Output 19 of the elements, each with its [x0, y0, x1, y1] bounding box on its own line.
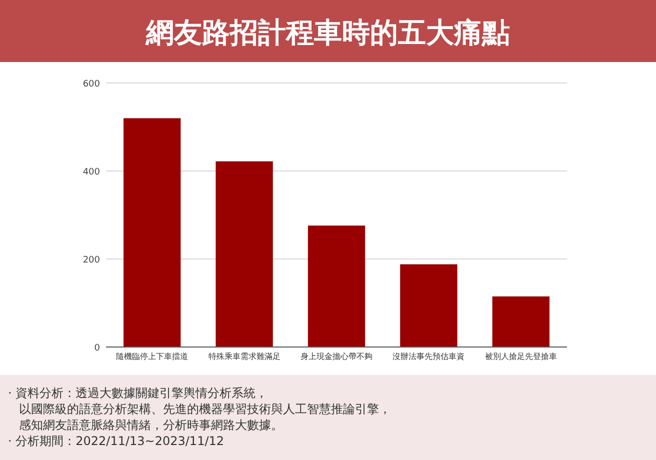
x-tick-label: 特殊乘車需求難滿足 [208, 352, 280, 361]
bar [308, 226, 366, 347]
x-tick-label: 隨機臨停上下車擋道 [116, 352, 188, 361]
text: 以國際級的語意分析架構、先進的機器學習技術與人工智慧推論引擎， [19, 402, 391, 416]
y-tick-label: 400 [82, 168, 100, 178]
y-tick-label: 600 [82, 80, 100, 90]
bar [400, 264, 458, 347]
x-tick-label: 沒辦法事先預估車資 [392, 352, 465, 361]
y-tick-label: 200 [82, 256, 100, 266]
text: 感知網友語意脈絡與情緒，分析時事網路大數據。 [19, 418, 283, 432]
text: · 資料分析：透過大數據關鍵引擎輿情分析系統， [8, 386, 268, 400]
bar [492, 296, 550, 347]
y-tick-label: 0 [94, 344, 100, 354]
chart-title: 網友路招計程車時的五大痛點 [145, 16, 510, 49]
x-tick-label: 被別人搶足先登搶車 [484, 352, 557, 361]
x-tick-label: 身上現金擔心帶不夠 [300, 352, 372, 361]
bar [216, 161, 273, 347]
bar [124, 118, 181, 347]
text: · 分析期間：2022/11/13~2023/11/12 [8, 434, 224, 448]
